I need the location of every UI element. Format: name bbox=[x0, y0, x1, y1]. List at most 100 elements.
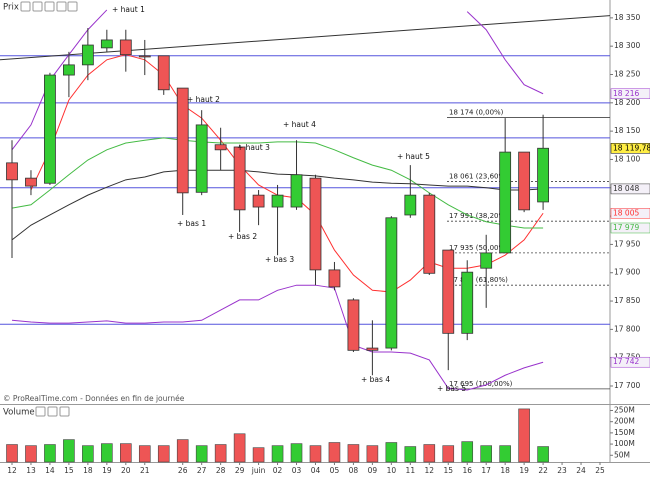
annotation: + haut 3 bbox=[237, 143, 270, 152]
candle-body bbox=[480, 252, 493, 269]
x-tick-label: 18 bbox=[83, 466, 93, 475]
volume-bar bbox=[63, 439, 75, 463]
icon[interactable] bbox=[56, 1, 67, 12]
indicator-line bbox=[11, 169, 544, 241]
y-tick-label: 250M bbox=[614, 405, 635, 414]
volume-bar bbox=[252, 447, 265, 463]
x-tick-label: 05 bbox=[330, 466, 340, 475]
icon[interactable] bbox=[35, 406, 46, 417]
volume-bar bbox=[176, 439, 189, 463]
volume-bar bbox=[138, 445, 151, 463]
annotation: + bas 4 bbox=[361, 375, 390, 384]
x-tick-label: 21 bbox=[140, 466, 150, 475]
volume-bar bbox=[157, 445, 170, 463]
indicator-line bbox=[11, 9, 108, 151]
candle-body bbox=[119, 39, 132, 56]
icon[interactable] bbox=[32, 1, 43, 12]
candle-body bbox=[499, 151, 512, 254]
volume-bar bbox=[423, 444, 436, 463]
icon[interactable] bbox=[59, 406, 70, 417]
y-tick-label: 17 950 bbox=[614, 239, 640, 248]
candle-body bbox=[233, 146, 246, 211]
indicator-line bbox=[30, 54, 544, 293]
value-tag-label: 18 005 bbox=[613, 208, 639, 217]
fib-label: 17 935 (50,00%) bbox=[449, 244, 508, 252]
icon[interactable] bbox=[20, 1, 31, 12]
volume-bar bbox=[385, 442, 398, 463]
volume-bar bbox=[233, 433, 246, 463]
icon[interactable] bbox=[67, 1, 78, 12]
candle-body bbox=[271, 194, 284, 208]
x-tick-label: 29 bbox=[235, 466, 245, 475]
y-tick-label: 17 850 bbox=[614, 296, 640, 305]
x-tick-label: 19 bbox=[102, 466, 112, 475]
volume-bar bbox=[442, 445, 455, 463]
y-tick-label: 18 350 bbox=[614, 13, 640, 22]
x-tick-label: 14 bbox=[45, 466, 55, 475]
volume-bar bbox=[214, 444, 227, 463]
indicator-line bbox=[11, 284, 544, 391]
annotation: + bas 2 bbox=[228, 232, 257, 241]
value-tag bbox=[610, 356, 650, 368]
fib-label: 18 061 (23,60%) bbox=[449, 173, 508, 181]
x-tick-label: 15 bbox=[64, 466, 74, 475]
annotation: + bas 5 bbox=[437, 384, 466, 393]
x-tick-label: 27 bbox=[197, 466, 207, 475]
y-tick-label: 17 700 bbox=[614, 381, 640, 390]
volume-bar bbox=[518, 408, 530, 463]
volume-bar bbox=[195, 445, 208, 463]
volume-bar bbox=[347, 444, 360, 463]
x-tick-label: juin bbox=[251, 466, 266, 475]
fib-label: 17 878 (61,80%) bbox=[449, 276, 508, 284]
toolbar bbox=[20, 1, 78, 12]
x-tick-label: 23 bbox=[557, 466, 567, 475]
value-tag bbox=[610, 88, 650, 100]
x-tick-label: 28 bbox=[216, 466, 226, 475]
y-tick-label: 50M bbox=[614, 450, 630, 459]
x-tick-label: 12 bbox=[7, 466, 17, 475]
y-tick-label: 200M bbox=[614, 417, 635, 426]
x-tick-label: 02 bbox=[273, 466, 283, 475]
candle-body bbox=[138, 55, 151, 58]
icon[interactable] bbox=[47, 406, 58, 417]
x-tick-label: 03 bbox=[292, 466, 302, 475]
value-tag bbox=[610, 183, 650, 195]
volume-bar bbox=[271, 445, 284, 463]
annotation: + haut 5 bbox=[397, 152, 430, 161]
price-panel: 18 174 (0,00%) 18 061 (23,60%) 17 991 (38,… bbox=[0, 9, 610, 391]
panel-title: Volume bbox=[3, 408, 35, 418]
annotation: + bas 1 bbox=[177, 219, 206, 228]
y-tick-label: 17 800 bbox=[614, 324, 640, 333]
x-tick-label: 08 bbox=[349, 466, 359, 475]
fib-label: 18 174 (0,00%) bbox=[449, 109, 504, 117]
x-tick-label: 25 bbox=[595, 466, 605, 475]
value-tag bbox=[610, 208, 650, 219]
value-tag bbox=[610, 143, 650, 154]
y-tick-label: 18 150 bbox=[614, 126, 640, 135]
candle-body bbox=[81, 44, 94, 66]
value-tag-label: 18 119,78 bbox=[613, 143, 650, 152]
source: © ProRealTime.com - Données en fin de jo… bbox=[3, 394, 185, 403]
panel-title: Prix bbox=[3, 3, 19, 13]
value-tag-label: 18 048 bbox=[613, 184, 639, 193]
y-tick-label: 18 200 bbox=[614, 98, 640, 107]
candle-body bbox=[252, 194, 265, 208]
icon[interactable] bbox=[44, 1, 55, 12]
candle-body bbox=[366, 347, 379, 351]
candle-body bbox=[385, 217, 398, 349]
x-tick-label: 24 bbox=[576, 466, 586, 475]
x-tick-label: 22 bbox=[538, 466, 548, 475]
candle-body bbox=[461, 271, 474, 334]
volume-bar bbox=[44, 444, 56, 463]
indicator-line bbox=[11, 137, 544, 229]
candle-body bbox=[195, 124, 208, 193]
y-tick-label: 18 300 bbox=[614, 41, 640, 50]
volume-bar bbox=[480, 445, 492, 463]
volume-bar bbox=[290, 443, 303, 463]
volume-bar bbox=[404, 446, 417, 463]
candle-body bbox=[290, 174, 303, 208]
x-tick-label: 18 bbox=[500, 466, 510, 475]
candle-body bbox=[328, 269, 341, 288]
